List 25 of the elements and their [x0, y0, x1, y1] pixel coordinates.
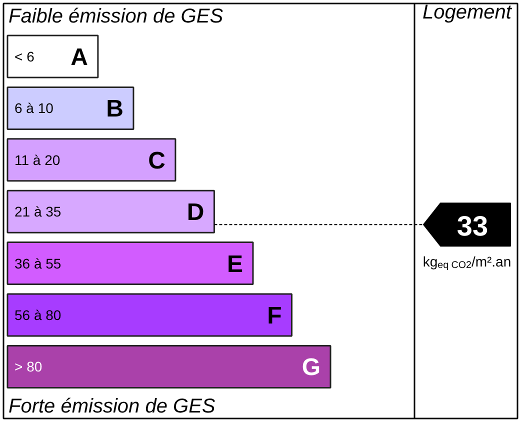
y-tick-label: D [186, 199, 204, 226]
text: Logement [422, 2, 513, 24]
annotation: < 6 [14, 48, 35, 64]
chart-title: Faible émission de GES [8, 6, 224, 28]
annotation: 56 à 80 [14, 307, 62, 323]
annotation: 21 à 35 [14, 204, 62, 220]
bar [6, 293, 292, 337]
text: Forte émission de GES [8, 396, 216, 418]
bar [6, 190, 215, 234]
bar [6, 86, 134, 130]
annotation: 11 à 20 [14, 152, 60, 168]
annotation: 6 à 10 [14, 100, 54, 116]
y-tick-label: C [148, 147, 166, 174]
annotation: 36 à 55 [14, 255, 62, 272]
annotation: > 80 [14, 358, 42, 375]
y-tick-label: A [70, 44, 88, 71]
y-tick-label: B [106, 96, 124, 123]
bar [6, 344, 332, 388]
bar [6, 34, 99, 78]
bar [6, 242, 254, 286]
bar [6, 138, 176, 182]
y-tick-label: F [267, 302, 282, 330]
y-tick-label: G [302, 354, 321, 382]
y-tick-label: E [226, 250, 243, 278]
ref-line-label: 33 [456, 210, 488, 242]
